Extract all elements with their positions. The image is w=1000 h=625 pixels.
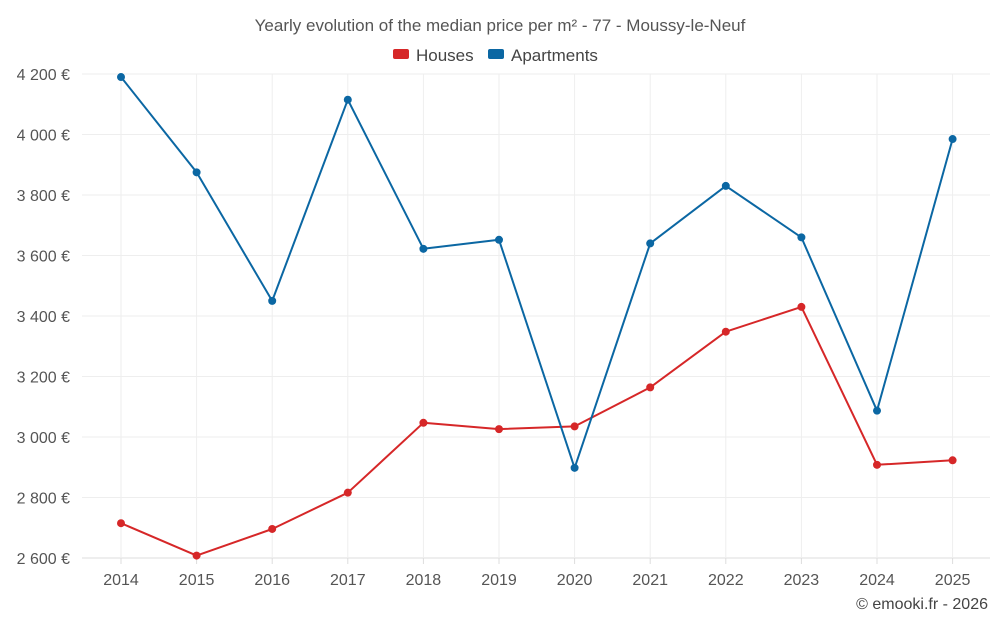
data-point-apartments: 2018: 3622 [419, 244, 428, 253]
data-point-houses: 2020: 3035 [570, 422, 579, 431]
y-tick-label: 3 800 € [17, 188, 70, 205]
x-tick-label: 2016 [254, 572, 290, 589]
x-tick-label: 2022 [708, 572, 744, 589]
x-gridlines [120, 74, 954, 564]
data-point-houses: 2018: 3047 [419, 418, 428, 427]
data-point-houses: 2017: 2816 [343, 488, 352, 497]
series-layer: 2014: 2715 2015: 2608 2016: 2696 2017: 2816… [117, 73, 957, 560]
y-tick-label: 3 400 € [17, 309, 70, 326]
data-point-apartments: 2023: 3660 [797, 233, 806, 242]
data-point-houses: 2019: 3026 [495, 425, 503, 434]
legend-swatch-houses [393, 49, 409, 59]
x-tick-label: 2025 [935, 572, 971, 589]
series-line-apartments [120, 76, 954, 469]
data-point-apartments: 2020: 2898 [570, 463, 579, 472]
data-point-houses: 2014: 2715 [117, 519, 125, 528]
x-tick-label: 2024 [859, 572, 895, 589]
credit-text: © emooki.fr - 2026 [856, 596, 988, 613]
data-point-apartments: 2017: 4115 [343, 95, 352, 104]
x-tick-label: 2019 [481, 572, 517, 589]
y-tick-label: 3 200 € [17, 370, 70, 387]
data-point-apartments: 2019: 3652 [495, 235, 503, 244]
y-tick-label: 3 000 € [17, 430, 70, 447]
data-point-houses: 2023: 3430 [797, 302, 806, 311]
x-tick-label: 2018 [406, 572, 442, 589]
data-point-houses: 2024: 2908 [873, 460, 881, 469]
legend: Houses Apartments [393, 46, 598, 65]
series-line-houses [120, 305, 953, 557]
data-point-apartments: 2022: 3830 [721, 181, 730, 190]
data-point-houses: 2025: 2923 [948, 456, 957, 465]
data-point-apartments: 2015: 3875 [192, 168, 201, 177]
data-point-apartments: 2025: 3985 [948, 135, 957, 144]
data-point-houses: 2021: 3164 [646, 383, 655, 392]
data-point-apartments: 2016: 3450 [268, 296, 277, 305]
x-tick-label: 2017 [330, 572, 366, 589]
x-tick-label: 2014 [103, 572, 139, 589]
y-tick-label: 3 600 € [17, 249, 70, 266]
data-point-houses: 2015: 2608 [192, 551, 201, 560]
x-tick-label: 2020 [557, 572, 593, 589]
legend-swatch-apartments [488, 49, 504, 59]
y-tick-label: 2 800 € [17, 491, 70, 508]
data-point-apartments: 2014: 4190 [117, 73, 125, 82]
x-axis-ticks: 2014 2015 2016 2017 2018 2019 2020 2021 2022 2023… [103, 572, 970, 589]
x-tick-label: 2015 [179, 572, 215, 589]
legend-label-houses: Houses [416, 46, 474, 65]
chart-title: Yearly evolution of the median price per… [255, 16, 746, 35]
data-point-houses: 2016: 2696 [268, 524, 277, 533]
x-tick-label: 2023 [784, 572, 820, 589]
data-point-apartments: 2021: 3640 [646, 239, 655, 248]
y-tick-label: 4 200 € [17, 67, 70, 84]
y-gridlines [82, 73, 990, 559]
y-tick-label: 4 000 € [17, 128, 70, 145]
data-point-apartments: 2024: 3087 [873, 406, 881, 415]
y-axis-ticks: 2 600 € 2 800 € 3 000 € 3 200 € 3 400 € 3 600… [17, 67, 70, 568]
legend-label-apartments: Apartments [511, 46, 598, 65]
x-tick-label: 2021 [632, 572, 668, 589]
y-tick-label: 2 600 € [17, 551, 70, 568]
data-point-houses: 2022: 3348 [721, 327, 730, 336]
